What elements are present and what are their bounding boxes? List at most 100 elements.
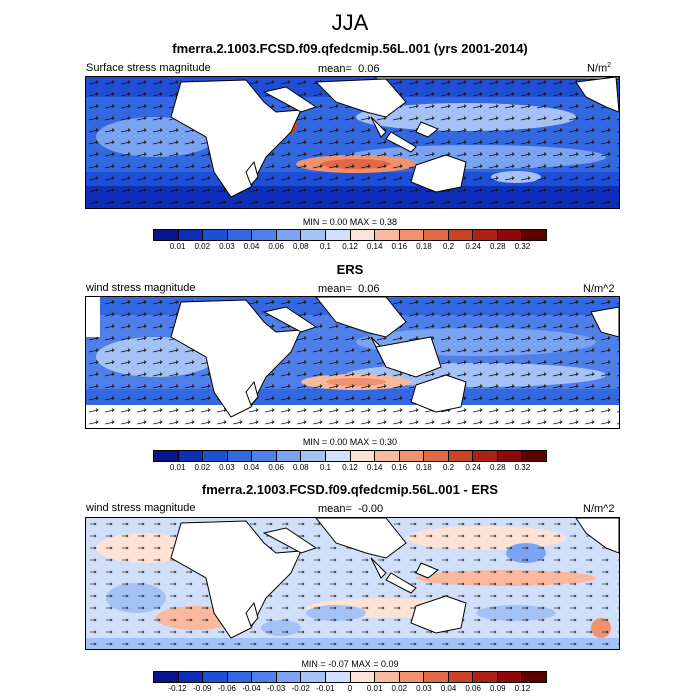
panel-2-map (85, 296, 620, 429)
colorbar-tick-label: 0.1 (319, 463, 331, 472)
colorbar-tick-label: -0.02 (291, 684, 310, 693)
colorbar-tick-label: 0.14 (366, 242, 383, 251)
colorbar-swatch (473, 230, 498, 240)
colorbar-swatch (497, 672, 523, 682)
panel-1-max-label: MAX = (349, 217, 378, 227)
colorbar-swatch (276, 672, 302, 682)
colorbar-swatch (203, 230, 228, 240)
panel-1-mean-value: 0.06 (358, 63, 380, 75)
colorbar-tick-label: 0.12 (342, 463, 358, 472)
panel-2-title: ERS (336, 262, 364, 277)
colorbar-tick-label: 0.06 (268, 242, 284, 251)
colorbar-swatch (375, 230, 400, 240)
panel-2-max-value: 0.30 (379, 437, 398, 447)
panel-3-colorbar (153, 671, 547, 683)
panel-3-map-svg (86, 518, 619, 649)
colorbar-swatch (424, 230, 449, 240)
panel-2-min-label: MIN = (302, 437, 328, 447)
colorbar-swatch (252, 230, 277, 240)
panel-3-mean-value: -0.00 (358, 503, 384, 515)
colorbar-tick-label: 0.16 (391, 242, 408, 251)
colorbar-swatch (276, 230, 302, 240)
panel-1-min-value: 0.00 (329, 217, 348, 227)
colorbar-tick-label: 0.01 (169, 242, 186, 251)
panel-2-colorbar (153, 450, 547, 462)
panel-2-colorbar-ticks: 0.01 0.02 0.03 0.04 0.06 0.08 0.1 0.12 0.14 0.16 0… (153, 463, 547, 475)
panel-1-max-value: 0.38 (379, 217, 398, 227)
panel-1-units: N/m2 (587, 62, 611, 75)
colorbar-tick-label: 0.04 (243, 463, 260, 472)
colorbar-swatch (473, 451, 498, 461)
colorbar-tick-label: 0.03 (416, 684, 432, 693)
colorbar-tick-label: 0.28 (489, 242, 506, 251)
colorbar-swatch (325, 230, 351, 240)
colorbar-tick-label: 0.2 (442, 242, 455, 251)
colorbar-swatch (154, 672, 179, 682)
colorbar-swatch (497, 451, 523, 461)
panel-1-units-base: N/m (587, 62, 608, 75)
colorbar-swatch (375, 451, 400, 461)
colorbar-swatch (178, 230, 204, 240)
colorbar-swatch (178, 451, 204, 461)
colorbar-swatch (178, 672, 204, 682)
panel-3-mean: mean= -0.00 (318, 503, 383, 515)
panel-3-min-value: -0.07 (328, 659, 349, 669)
colorbar-tick-label: 0.32 (514, 463, 531, 472)
panel-1-colorbar-ticks: 0.01 0.02 0.03 0.04 0.06 0.08 0.1 0.12 0.14 0.16 0… (153, 242, 547, 254)
colorbar-swatch (227, 672, 253, 682)
panel-2-mean-label: mean= (318, 283, 352, 295)
colorbar-swatch (325, 672, 351, 682)
panel-3-min-label: MIN = (301, 659, 326, 669)
panel-3-colorbar-ticks: -0.12 -0.09 -0.06 -0.04 -0.03 -0.02 -0.01 0 0.01… (153, 684, 547, 696)
colorbar-tick-label: 0.06 (268, 463, 284, 472)
colorbar-swatch (448, 230, 474, 240)
panel-1-minmax: MIN = 0.00 MAX = 0.38 (0, 217, 700, 227)
colorbar-tick-label: 0.08 (292, 242, 309, 251)
panel-2-min-value: 0.00 (329, 437, 348, 447)
colorbar-swatch (227, 230, 253, 240)
panel-1-colorbar (153, 229, 547, 241)
colorbar-tick-label: 0.01 (366, 684, 383, 693)
colorbar-swatch (522, 672, 546, 682)
colorbar-tick-label: 0.16 (391, 463, 408, 472)
colorbar-tick-label: 0.14 (366, 463, 383, 472)
colorbar-tick-label: -0.12 (168, 684, 187, 693)
colorbar-tick-label: 0 (347, 684, 353, 693)
panel-2-mean-value: 0.06 (358, 283, 380, 295)
colorbar-swatch (399, 451, 425, 461)
colorbar-tick-label: 0.06 (465, 684, 481, 693)
panel-2-max-label: MAX = (349, 437, 378, 447)
panel-2-units: N/m^2 (583, 283, 615, 295)
colorbar-swatch (301, 230, 326, 240)
colorbar-swatch (227, 451, 253, 461)
colorbar-tick-label: -0.09 (193, 684, 212, 693)
colorbar-swatch (325, 451, 351, 461)
colorbar-swatch (350, 230, 376, 240)
colorbar-swatch (424, 451, 449, 461)
colorbar-tick-label: 0.04 (440, 684, 457, 693)
colorbar-tick-label: -0.04 (242, 684, 261, 693)
panel-2-variable-label: wind stress magnitude (86, 282, 196, 294)
colorbar-tick-label: 0.12 (514, 684, 531, 693)
panel-2-minmax: MIN = 0.00 MAX = 0.30 (0, 437, 700, 447)
panel-1-mean-label: mean= (318, 63, 352, 75)
colorbar-tick-label: -0.01 (316, 684, 335, 693)
colorbar-tick-label: 0.24 (465, 463, 481, 472)
panel-3-map (85, 517, 620, 650)
colorbar-swatch (154, 230, 179, 240)
panel-3-title: fmerra.2.1003.FCSD.f09.qfedcmip.56L.001 … (201, 482, 499, 497)
colorbar-tick-label: 0.24 (465, 242, 481, 251)
colorbar-swatch (154, 451, 179, 461)
colorbar-tick-label: 0.18 (416, 242, 432, 251)
colorbar-swatch (252, 451, 277, 461)
panel-3-minmax: MIN = -0.07 MAX = 0.09 (0, 659, 700, 669)
colorbar-tick-label: -0.06 (217, 684, 236, 693)
colorbar-swatch (350, 451, 376, 461)
panel-1-min-label: MIN = (302, 217, 328, 227)
colorbar-tick-label: 0.09 (489, 684, 506, 693)
colorbar-tick-label: -0.03 (267, 684, 286, 693)
colorbar-tick-label: 0.02 (194, 463, 211, 472)
panel-1-title: fmerra.2.1003.FCSD.f09.qfedcmip.56L.001 … (172, 41, 528, 56)
panel-1-mean: mean= 0.06 (318, 63, 380, 75)
colorbar-swatch (203, 672, 228, 682)
